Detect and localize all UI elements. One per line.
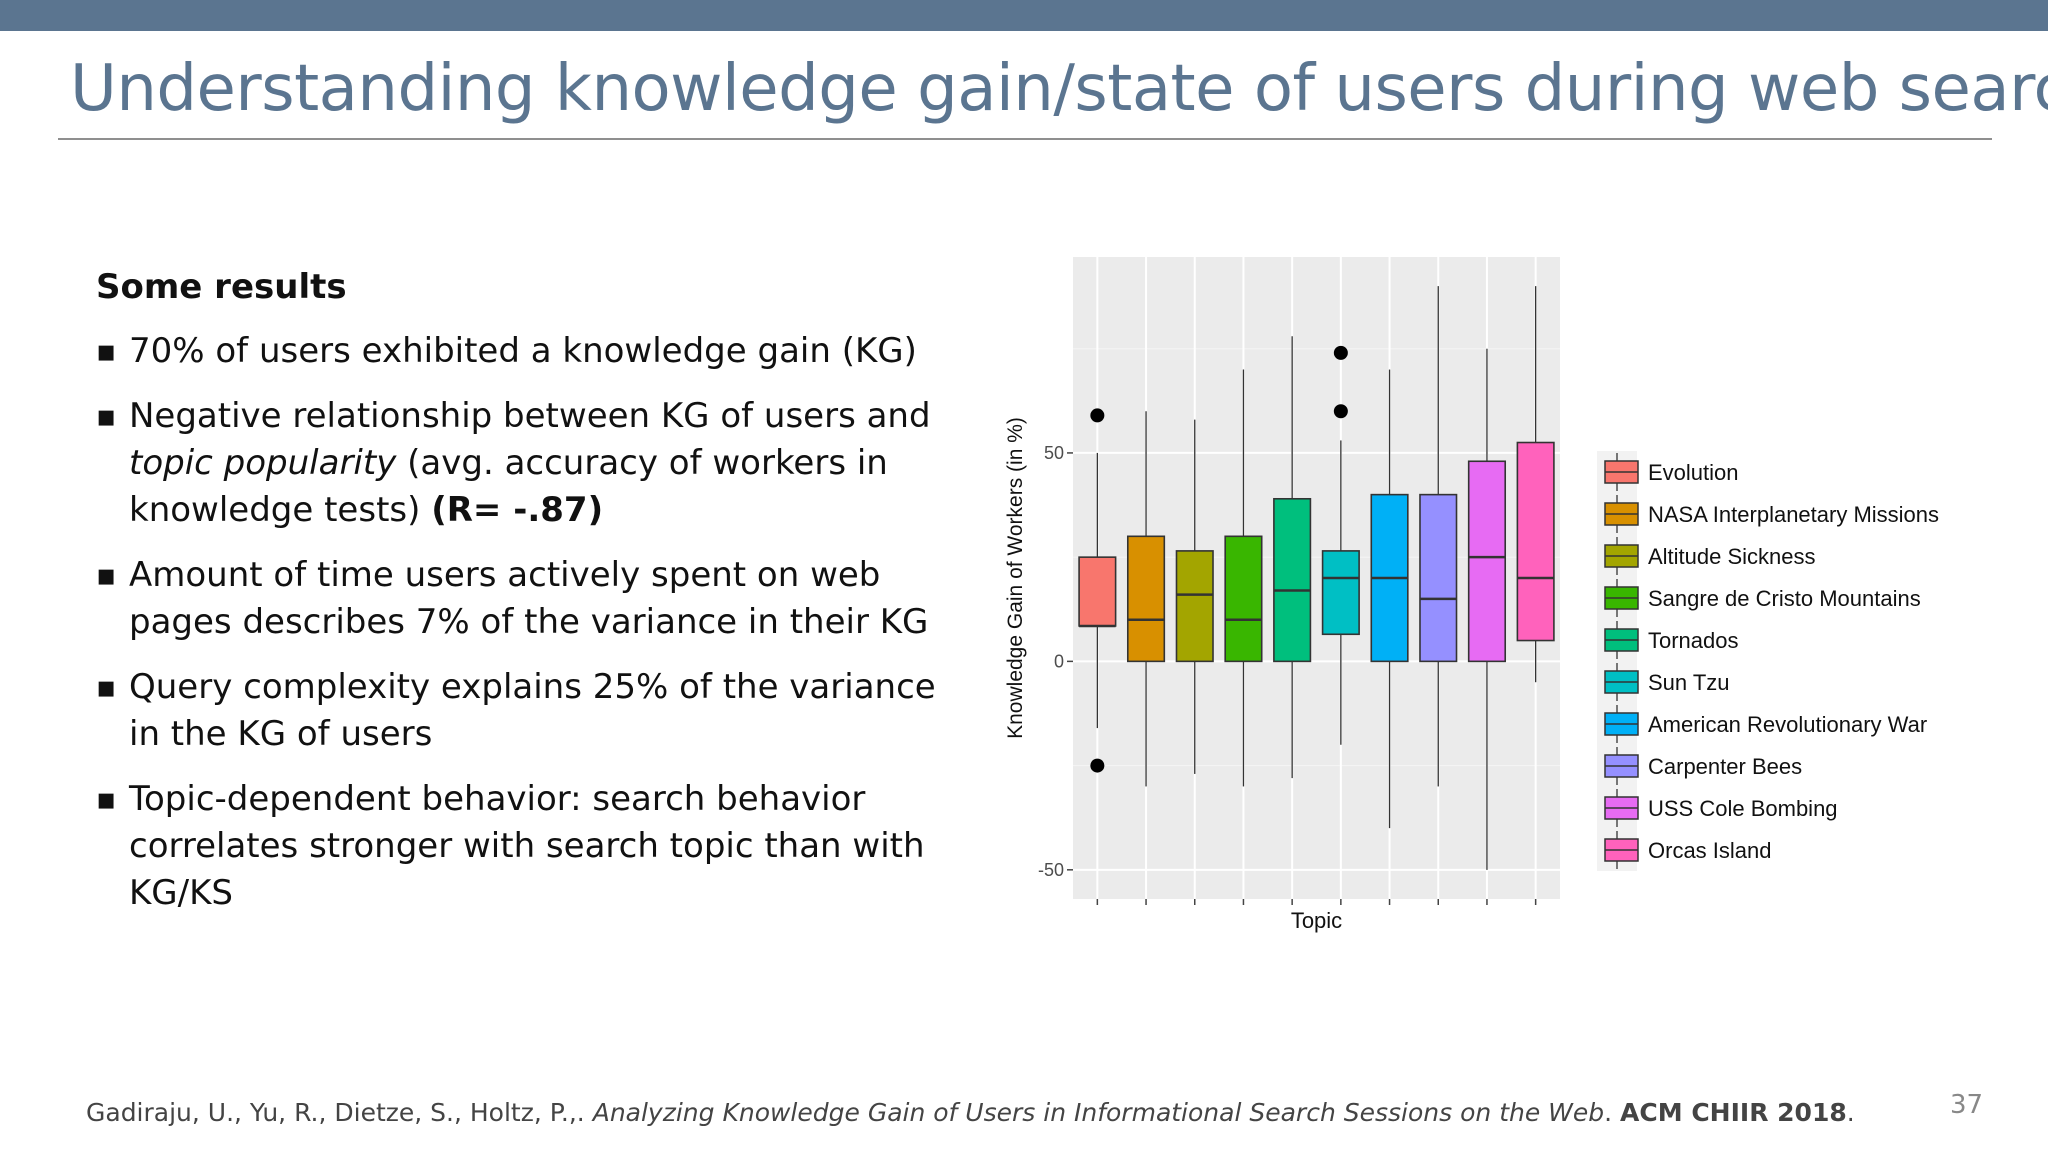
- legend-item: Orcas Island: [1597, 829, 1772, 871]
- box-10: [1516, 286, 1555, 683]
- bullet-text: Amount of time users actively spent on w…: [129, 555, 929, 642]
- legend-label: Sangre de Cristo Mountains: [1648, 586, 1921, 611]
- legend-item: Altitude Sickness: [1597, 535, 1816, 577]
- box-iqr: [1078, 556, 1117, 627]
- legend-item: Sangre de Cristo Mountains: [1597, 577, 1921, 619]
- box-1: [1078, 408, 1117, 773]
- legend-label: Orcas Island: [1648, 838, 1772, 863]
- bullet-text: Topic-dependent behavior: search behavio…: [129, 779, 925, 913]
- box-iqr: [1516, 441, 1555, 642]
- y-axis-label: Knowledge Gain of Workers (in %): [1004, 417, 1027, 739]
- results-heading: Some results: [96, 267, 347, 307]
- outlier-point: [1090, 408, 1105, 423]
- results-panel: Some results 70% of users exhibited a kn…: [96, 264, 976, 935]
- slide-title: Understanding knowledge gain/state of us…: [70, 52, 2048, 126]
- box-iqr: [1467, 460, 1507, 663]
- citation-authors: Gadiraju, U., Yu, R., Dietze, S., Holtz,…: [86, 1098, 585, 1127]
- legend-label: American Revolutionary War: [1648, 712, 1927, 737]
- legend-label: Evolution: [1648, 460, 1739, 485]
- x-axis-label: Topic: [1291, 908, 1342, 933]
- title-divider: [58, 138, 1992, 140]
- outlier-point: [1333, 404, 1348, 419]
- top-bar: [0, 0, 2048, 31]
- result-bullet: 70% of users exhibited a knowledge gain …: [96, 328, 976, 375]
- result-bullet: Amount of time users actively spent on w…: [96, 552, 976, 646]
- box-4: [1224, 369, 1263, 787]
- y-tick-label: -50: [1038, 860, 1064, 880]
- legend-label: Tornados: [1648, 628, 1739, 653]
- boxplot-chart: -50 0 50 Topic Knowledge Gain of Workers (in…: [1004, 257, 1939, 933]
- result-bullet: Topic-dependent behavior: search behavio…: [96, 776, 976, 917]
- outlier-point: [1090, 758, 1105, 773]
- box-3: [1175, 419, 1214, 774]
- legend-item: Tornados: [1597, 619, 1739, 661]
- box-5: [1273, 336, 1312, 779]
- boxes: [1078, 286, 1555, 870]
- box-iqr: [1273, 497, 1312, 663]
- result-bullet: Negative relationship between KG of user…: [96, 393, 976, 534]
- y-tick-label: 50: [1044, 443, 1064, 463]
- citation-paper: Analyzing Knowledge Gain of Users in Inf…: [592, 1098, 1605, 1127]
- box-9: [1467, 348, 1507, 870]
- legend: Evolution NASA Interplanetary Missions Alt…: [1597, 451, 1939, 871]
- legend-label: Sun Tzu: [1648, 670, 1730, 695]
- bullet-text: topic popularity: [129, 443, 397, 483]
- box-7: [1370, 369, 1409, 829]
- citation-venue: ACM CHIIR 2018: [1620, 1098, 1847, 1127]
- box-6: [1321, 345, 1360, 745]
- y-tick-label: 0: [1054, 651, 1064, 671]
- legend-item: NASA Interplanetary Missions: [1597, 493, 1939, 535]
- bullet-text: (avg. accuracy of workers in knowledge t…: [129, 443, 888, 530]
- citation: Gadiraju, U., Yu, R., Dietze, S., Holtz,…: [86, 1098, 1855, 1127]
- results-list: 70% of users exhibited a knowledge gain …: [96, 328, 976, 917]
- legend-label: USS Cole Bombing: [1648, 796, 1838, 821]
- legend-label: NASA Interplanetary Missions: [1648, 502, 1939, 527]
- legend-item: Evolution: [1597, 451, 1739, 493]
- box-2: [1126, 411, 1166, 787]
- axes: -50 0 50 Topic Knowledge Gain of Workers (in…: [1004, 417, 1537, 933]
- box-8: [1419, 286, 1458, 787]
- legend-item: Carpenter Bees: [1597, 745, 1802, 787]
- outlier-point: [1333, 345, 1348, 360]
- bullet-text: 70% of users exhibited a knowledge gain …: [129, 331, 917, 371]
- box-iqr: [1224, 535, 1263, 663]
- bullet-text: Negative relationship between KG of user…: [129, 396, 931, 436]
- page-number: 37: [1950, 1090, 1984, 1120]
- legend-label: Altitude Sickness: [1648, 544, 1816, 569]
- box-iqr: [1321, 550, 1360, 636]
- bullet-text: Query complexity explains 25% of the var…: [129, 667, 936, 754]
- bullet-text: (R= -.87): [431, 490, 604, 530]
- result-bullet: Query complexity explains 25% of the var…: [96, 664, 976, 758]
- box-iqr: [1126, 535, 1166, 663]
- legend-label: Carpenter Bees: [1648, 754, 1802, 779]
- box-iqr: [1175, 550, 1214, 663]
- legend-item: American Revolutionary War: [1597, 703, 1927, 745]
- legend-item: USS Cole Bombing: [1597, 787, 1838, 829]
- box-iqr: [1419, 493, 1458, 663]
- legend-item: Sun Tzu: [1597, 661, 1730, 703]
